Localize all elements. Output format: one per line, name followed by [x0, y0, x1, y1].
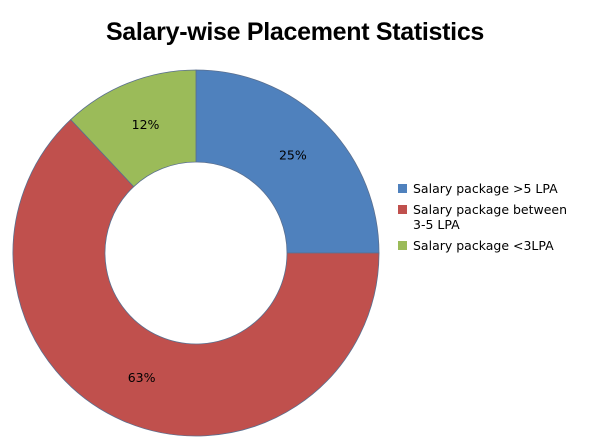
donut-slice-lt3lpa	[70, 69, 197, 188]
legend-item-3to5lpa: Salary package between 3-5 LPA	[398, 202, 588, 232]
legend-item-gt5lpa: Salary package >5 LPA	[398, 181, 588, 196]
donut-slice-3to5lpa	[12, 119, 380, 437]
legend-swatch-3to5lpa	[398, 205, 407, 214]
legend-label-lt3lpa: Salary package <3LPA	[413, 238, 554, 253]
legend-swatch-lt3lpa	[398, 241, 407, 250]
legend: Salary package >5 LPA Salary package bet…	[398, 181, 588, 259]
legend-label-3to5lpa-line2: 3-5 LPA	[413, 217, 460, 232]
slice-label-gt5lpa: 25%	[279, 148, 307, 163]
legend-label-3to5lpa: Salary package between	[413, 202, 568, 217]
donut-slice-gt5lpa	[195, 69, 380, 254]
legend-item-lt3lpa: Salary package <3LPA	[398, 238, 588, 253]
legend-swatch-gt5lpa	[398, 184, 407, 193]
legend-label-gt5lpa: Salary package >5 LPA	[413, 181, 558, 196]
slice-label-3to5lpa: 63%	[128, 370, 156, 385]
chart-title: Salary-wise Placement Statistics	[105, 18, 485, 46]
slice-label-lt3lpa: 12%	[132, 117, 160, 132]
